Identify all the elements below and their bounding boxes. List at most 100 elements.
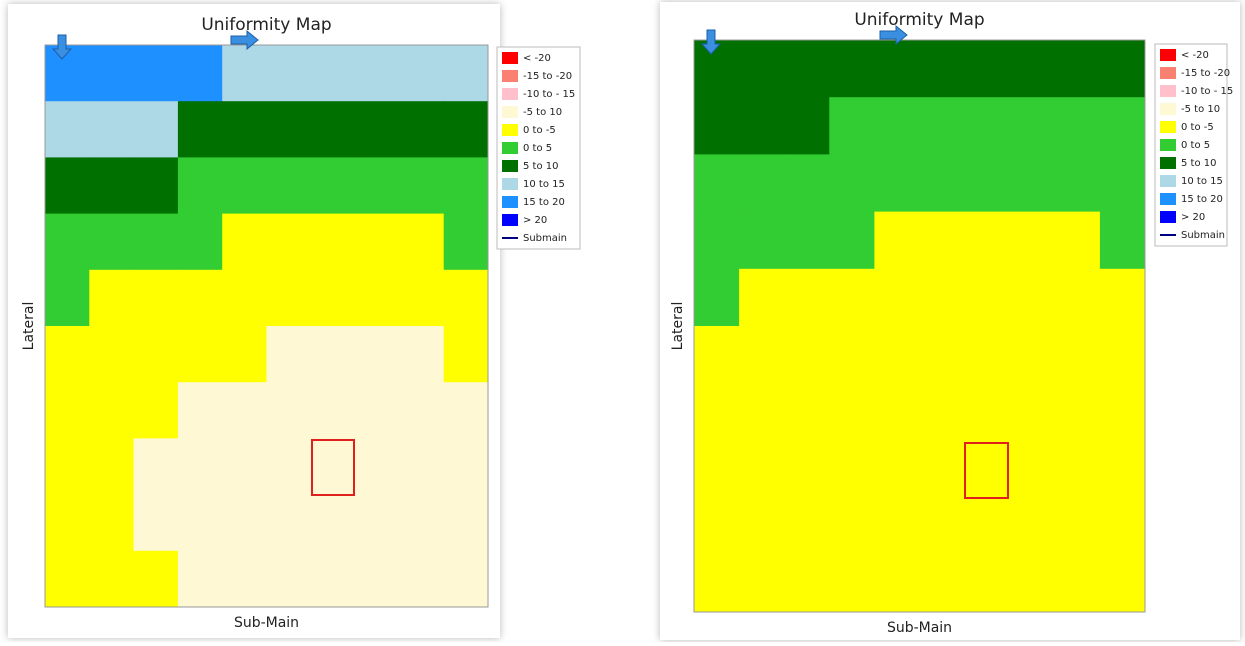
legend-label: 0 to -5 [523,125,556,136]
emitter-marker [311,439,355,496]
map-cell [739,497,785,556]
map-cell [399,326,445,383]
map-cell [177,438,223,496]
plot-frame [693,39,1146,613]
legend-label: 10 to 15 [523,179,565,190]
map-cell [1009,440,1056,499]
map-cell [177,326,223,383]
legend-swatch [1160,49,1176,61]
map-cell [222,438,267,496]
legend-label: Submain [523,233,567,244]
map-cell [177,213,223,271]
legend-swatch [1160,157,1176,169]
map-cell [177,494,223,552]
map-cell [45,269,90,327]
map-cell [133,213,179,271]
legend-label: -15 to -20 [523,71,572,82]
legend-swatch [502,214,518,226]
map-cell [694,440,740,499]
map-cell [310,269,356,327]
map-cell [739,268,785,327]
map-title: Uniformity Map [201,15,331,35]
map-cell [89,494,135,552]
map-cell [443,494,489,552]
map-cell [694,97,740,155]
plot-frame [44,44,489,608]
map-cell [443,269,489,327]
legend-swatch [502,196,518,208]
map-cell [1009,268,1056,327]
map-cell [1054,268,1101,327]
map-cell [443,157,489,215]
map-cell [222,269,267,327]
map-cell [829,383,875,441]
map-cell [89,101,135,158]
map-cell [45,494,90,552]
map-cell [222,157,267,215]
map-cell [310,382,356,439]
map-cell [964,326,1011,384]
map-cell [399,494,445,552]
submain-arrow [230,29,259,51]
map-cell [310,438,356,496]
map-cell [45,213,90,271]
map-cell [739,326,785,384]
map-cell [133,494,179,552]
map-cell [133,382,179,439]
map-cell [310,213,356,271]
legend-label: 15 to 20 [523,197,565,208]
legend-label: -10 to - 15 [523,89,575,100]
map-cell [784,268,830,327]
map-cell [1054,211,1101,270]
map-cell [1054,97,1101,155]
map-cell [222,213,267,271]
map-cell [919,211,966,270]
map-cell [694,497,740,556]
map-cell [1009,383,1056,441]
map-cell [739,154,785,213]
map-cell [919,497,966,556]
map-cell [266,494,312,552]
map-cell [222,326,267,383]
map-cell [874,383,920,441]
legend-label: < -20 [523,53,551,64]
map-cell [1009,40,1056,98]
map-cell [1099,440,1146,499]
map-cell [355,101,400,158]
map-cell [45,326,90,383]
legend-label: < -20 [1181,50,1209,61]
map-cell [739,554,785,613]
map-cell [443,326,489,383]
map-cell [45,550,90,608]
map-cell [784,440,830,499]
map-cell [266,382,312,439]
map-cell [355,550,400,608]
map-cell [399,213,445,271]
map-cell [266,269,312,327]
legend-swatch [1160,85,1176,97]
map-cell [89,269,135,327]
map-cell [1009,554,1056,613]
map-cell [1054,497,1101,556]
map-cell [89,326,135,383]
map-cell [133,550,179,608]
map-cell [829,440,875,499]
map-cell [222,550,267,608]
map-cell [919,40,966,98]
map-cell [266,101,312,158]
map-cell [874,326,920,384]
legend-swatch [1160,103,1176,115]
map-cell [919,326,966,384]
map-cell [784,554,830,613]
legend-label: > 20 [523,215,547,226]
map-cell [874,440,920,499]
map-cell [1054,383,1101,441]
map-cell [177,157,223,215]
map-cell [919,554,966,613]
map-cell [694,268,740,327]
map-cell [1099,40,1146,98]
map-cell [1099,154,1146,213]
legend-label: Submain [1181,230,1225,241]
map-cell [222,494,267,552]
legend-label: 0 to -5 [1181,122,1214,133]
